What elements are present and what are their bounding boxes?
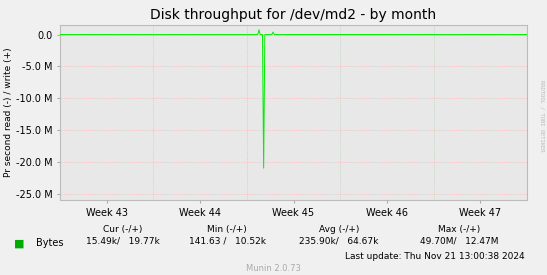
Text: 15.49k/   19.77k: 15.49k/ 19.77k <box>86 236 160 245</box>
Text: Munin 2.0.73: Munin 2.0.73 <box>246 265 301 273</box>
Text: Bytes: Bytes <box>36 238 63 248</box>
Text: ■: ■ <box>14 238 24 248</box>
Y-axis label: Pr second read (-) / write (+): Pr second read (-) / write (+) <box>4 48 13 177</box>
Title: Disk throughput for /dev/md2 - by month: Disk throughput for /dev/md2 - by month <box>150 9 437 23</box>
Text: 49.70M/   12.47M: 49.70M/ 12.47M <box>420 236 499 245</box>
Text: Min (-/+): Min (-/+) <box>207 226 247 234</box>
Text: 141.63 /   10.52k: 141.63 / 10.52k <box>189 236 265 245</box>
Text: Cur (-/+): Cur (-/+) <box>103 226 143 234</box>
Text: Last update: Thu Nov 21 13:00:38 2024: Last update: Thu Nov 21 13:00:38 2024 <box>346 252 525 261</box>
Text: 235.90k/   64.67k: 235.90k/ 64.67k <box>299 236 379 245</box>
Text: Max (-/+): Max (-/+) <box>438 226 481 234</box>
Text: RRDTOOL / TOBI OETIKER: RRDTOOL / TOBI OETIKER <box>539 80 544 151</box>
Text: Avg (-/+): Avg (-/+) <box>319 226 359 234</box>
